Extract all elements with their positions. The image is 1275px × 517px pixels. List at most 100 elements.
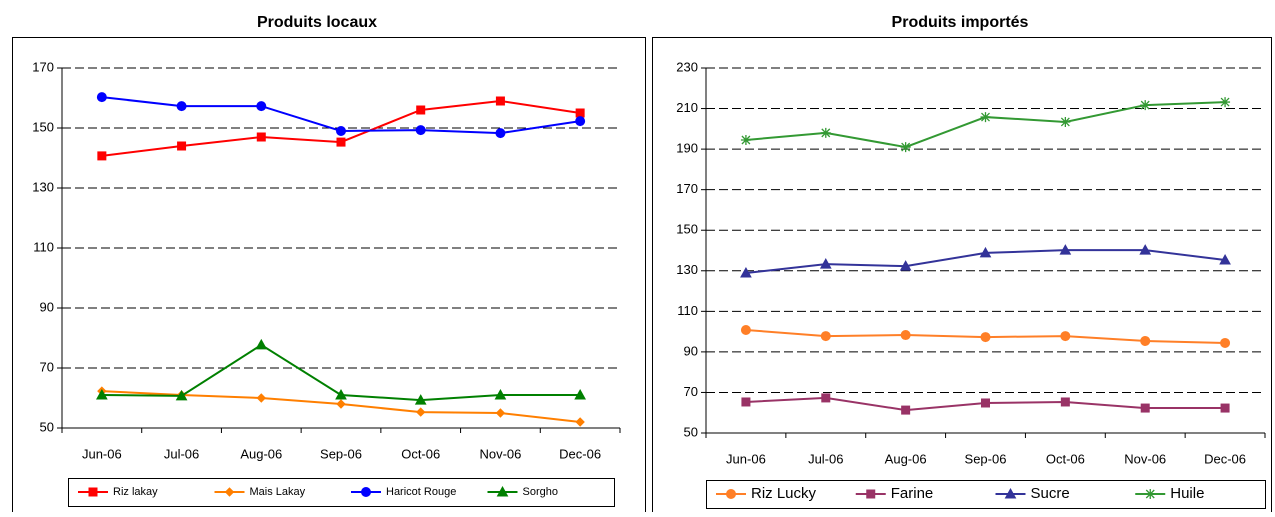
- y-tick-label: 90: [684, 343, 698, 358]
- data-point: [175, 389, 188, 401]
- legend-marker: [726, 489, 736, 499]
- data-point: [256, 393, 266, 403]
- panel-frame: [12, 37, 646, 517]
- data-point: [980, 332, 991, 343]
- y-tick-label: 50: [40, 419, 54, 434]
- x-tick-label: Aug-06: [240, 446, 282, 461]
- data-point: [255, 338, 268, 350]
- data-point: [495, 408, 506, 418]
- data-point: [495, 96, 505, 106]
- legend-label: Sorgho: [523, 486, 558, 498]
- data-point: [336, 399, 346, 409]
- x-tick-label: Dec-06: [559, 446, 601, 461]
- data-point: [819, 258, 832, 269]
- x-tick-label: Aug-06: [885, 451, 927, 466]
- legend-label: Sucre: [1031, 485, 1070, 502]
- data-point: [575, 108, 585, 118]
- legend-box: [68, 478, 615, 507]
- data-point: [575, 116, 586, 127]
- data-point: [1059, 244, 1072, 255]
- y-tick-label: 110: [677, 303, 698, 318]
- x-tick-label: Nov-06: [479, 446, 521, 461]
- data-point: [575, 417, 585, 427]
- legend-marker: [88, 487, 98, 497]
- y-tick-label: 190: [676, 141, 698, 156]
- y-tick-label: 110: [33, 239, 54, 254]
- data-point: [901, 405, 911, 415]
- chart-title: Produits importés: [892, 14, 1029, 31]
- data-point: [900, 330, 911, 341]
- y-tick-label: 130: [676, 262, 698, 277]
- y-tick-label: 230: [676, 59, 698, 74]
- y-tick-label: 150: [32, 119, 54, 134]
- data-point: [96, 388, 108, 400]
- x-tick-label: Jun-06: [726, 451, 766, 466]
- data-point: [820, 127, 831, 138]
- legend-label: Riz Lucky: [751, 485, 817, 502]
- data-point: [256, 101, 267, 112]
- y-tick-label: 170: [676, 181, 698, 196]
- y-tick-label: 50: [684, 424, 698, 439]
- data-point: [899, 260, 912, 271]
- data-point: [1060, 397, 1070, 407]
- x-tick-label: Jun-06: [82, 446, 122, 461]
- data-point: [336, 126, 346, 136]
- legend-marker: [496, 485, 509, 497]
- legend-label: Huile: [1170, 485, 1204, 502]
- x-tick-label: Nov-06: [1124, 451, 1166, 466]
- data-point: [1220, 403, 1230, 413]
- data-point: [821, 393, 831, 403]
- data-point: [1140, 403, 1150, 413]
- x-tick-label: Sep-06: [965, 451, 1007, 466]
- data-point: [256, 132, 266, 142]
- panel-frame: [652, 37, 1272, 517]
- y-tick-label: 90: [40, 299, 54, 314]
- data-point: [415, 125, 426, 136]
- data-point: [414, 394, 427, 405]
- legend-marker: [1145, 489, 1156, 499]
- data-point: [900, 142, 911, 153]
- data-point: [574, 388, 586, 400]
- x-tick-label: Jul-06: [164, 446, 199, 461]
- data-point: [97, 151, 107, 161]
- data-point: [1139, 244, 1152, 255]
- data-point: [494, 388, 507, 400]
- legend-box: [706, 480, 1266, 509]
- y-tick-label: 70: [684, 384, 698, 399]
- y-tick-label: 210: [676, 100, 698, 115]
- data-point: [1219, 254, 1231, 265]
- data-point: [740, 134, 751, 145]
- data-point: [176, 101, 187, 112]
- data-point: [741, 397, 751, 407]
- data-point: [177, 141, 187, 151]
- x-tick-label: Dec-06: [1204, 451, 1246, 466]
- data-point: [495, 128, 506, 139]
- data-point: [416, 105, 426, 115]
- data-point: [1140, 100, 1151, 111]
- data-point: [980, 112, 991, 123]
- y-tick-label: 70: [40, 359, 54, 374]
- x-tick-label: Sep-06: [320, 446, 362, 461]
- legend-marker: [224, 487, 235, 497]
- data-point: [336, 137, 346, 147]
- data-point: [820, 331, 831, 342]
- y-tick-label: 150: [676, 222, 698, 237]
- data-point: [1060, 331, 1071, 342]
- legend-marker: [1004, 487, 1017, 499]
- x-tick-label: Jul-06: [808, 451, 843, 466]
- y-tick-label: 130: [32, 179, 54, 194]
- legend-label: Haricot Rouge: [386, 486, 456, 498]
- x-tick-label: Oct-06: [1046, 451, 1085, 466]
- data-point: [1060, 116, 1071, 127]
- legend-label: Farine: [891, 485, 934, 502]
- x-tick-label: Oct-06: [401, 446, 440, 461]
- legend-marker: [866, 489, 876, 499]
- data-point: [981, 398, 990, 408]
- data-point: [979, 246, 992, 258]
- data-point: [1140, 335, 1151, 346]
- legend-marker: [361, 487, 371, 497]
- data-point: [1220, 337, 1231, 348]
- data-point: [740, 266, 752, 278]
- chart-title: Produits locaux: [257, 14, 377, 31]
